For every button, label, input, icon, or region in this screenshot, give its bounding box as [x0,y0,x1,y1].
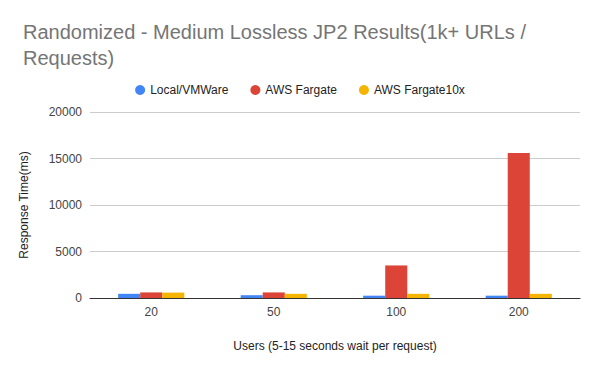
svg-text:5000: 5000 [55,245,82,259]
svg-text:Local/VMWare: Local/VMWare [150,83,229,97]
svg-text:Users (5-15 seconds wait per r: Users (5-15 seconds wait per request) [233,339,436,353]
svg-text:0: 0 [75,291,82,305]
svg-text:50: 50 [267,305,281,319]
svg-text:200: 200 [509,305,529,319]
svg-text:20: 20 [145,305,159,319]
svg-text:AWS Fargate: AWS Fargate [265,83,337,97]
svg-text:Requests): Requests) [23,47,114,69]
svg-text:20000: 20000 [49,105,83,119]
svg-text:10000: 10000 [49,198,83,212]
svg-text:AWS Fargate10x: AWS Fargate10x [374,83,465,97]
svg-text:15000: 15000 [49,152,83,166]
svg-text:Randomized - Medium Lossless J: Randomized - Medium Lossless JP2 Results… [23,21,532,43]
svg-text:100: 100 [386,305,406,319]
svg-text:Response Time(ms): Response Time(ms) [17,151,31,258]
